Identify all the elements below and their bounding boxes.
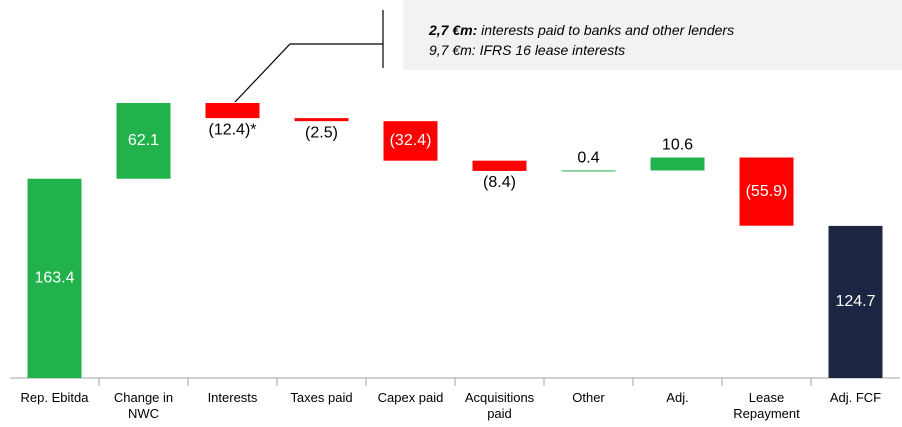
bar [650,157,705,171]
value-label: (32.4) [390,132,432,149]
annotation-line: 2,7 €m: interests paid to banks and othe… [429,20,902,40]
bar [116,103,171,179]
x-tick-label: Interests [207,390,258,405]
x-tick-label: Lease Repayment [733,390,800,421]
value-label: 0.4 [577,150,599,167]
bar [205,103,260,119]
value-label: (55.9) [746,183,788,200]
callout-line [234,43,383,103]
bar [739,157,794,226]
x-tick-label: Adj. FCF [829,390,882,405]
bar [383,121,438,161]
value-label: 62.1 [128,132,159,149]
annotation-text: 9,7 €m: IFRS 16 lease interests [429,42,626,58]
annotation-line: 9,7 €m: IFRS 16 lease interests [429,40,902,60]
x-tick-label: Rep. Ebitda [20,390,89,405]
x-tick-label: Capex paid [377,390,444,405]
value-label: (12.4)* [208,121,256,138]
bar [294,118,349,122]
x-tick-label: Change in NWC [113,390,174,421]
x-tick-label: Adj. [666,390,689,405]
annotation-bold: 2,7 €m: [429,22,478,38]
x-tick-label: Taxes paid [290,390,353,405]
annotation-text: interests paid to banks and other lender… [477,22,735,38]
value-label: 163.4 [34,270,74,287]
value-label: 10.6 [662,137,693,154]
bar [472,160,527,171]
value-label: 124.7 [835,293,875,310]
value-label: (2.5) [305,124,338,141]
annotation-box: 2,7 €m: interests paid to banks and othe… [403,0,902,70]
x-tick-label: Other [572,390,605,405]
bar [561,170,616,172]
x-tick-label: Acquisitions paid [464,390,535,421]
bar [828,225,883,378]
value-label: (8.4) [483,174,516,191]
bar [27,178,82,378]
